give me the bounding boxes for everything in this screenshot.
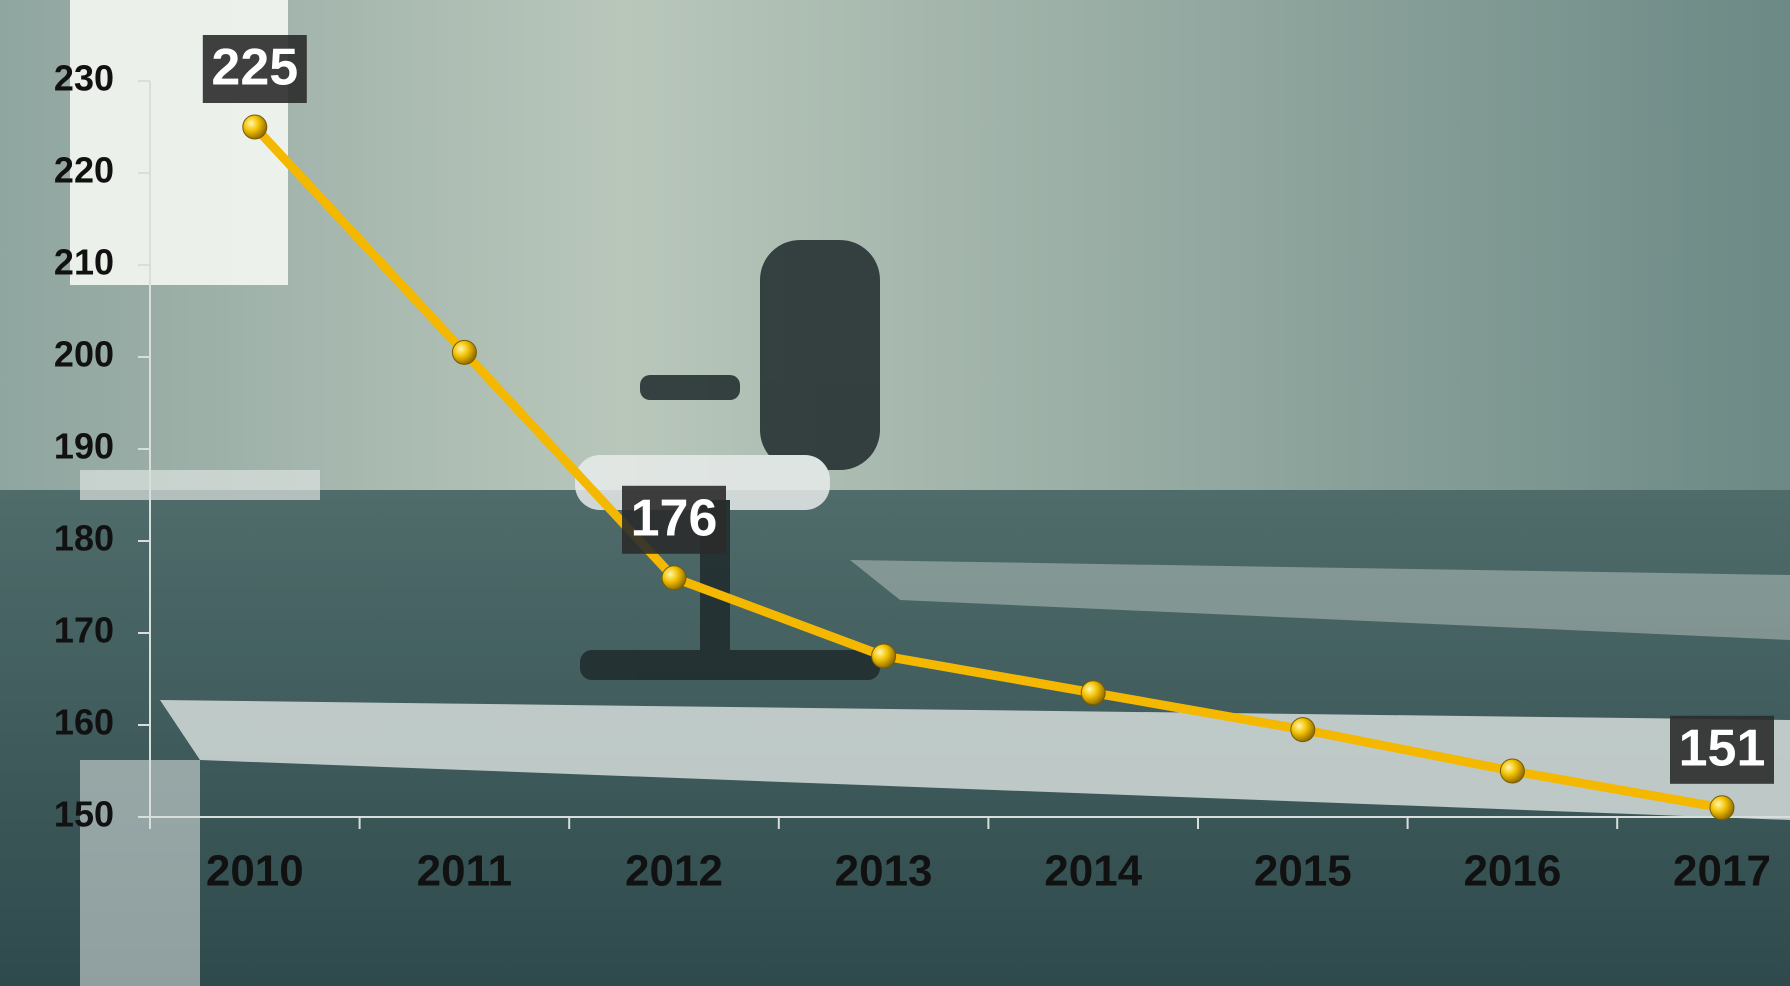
y-tick-label: 150 xyxy=(54,794,114,835)
y-tick-label: 210 xyxy=(54,242,114,283)
data-label-box xyxy=(622,485,726,554)
data-point xyxy=(871,643,897,669)
x-tick-label: 2014 xyxy=(1044,847,1142,896)
x-tick-label: 2010 xyxy=(206,847,304,896)
y-tick-label: 190 xyxy=(54,426,114,467)
x-tick-label: 2012 xyxy=(625,847,723,896)
data-point xyxy=(451,339,477,365)
y-tick-label: 180 xyxy=(54,518,114,559)
data-label-box xyxy=(1670,715,1774,784)
data-label: 225 xyxy=(211,39,298,97)
data-point xyxy=(242,114,268,140)
y-tick-label: 200 xyxy=(54,334,114,375)
data-point xyxy=(1080,680,1106,706)
x-tick-label: 2016 xyxy=(1463,847,1561,896)
plot-area: 150 160 170 180 190 200 210 220 230 2010 2011 2012 2… xyxy=(54,35,1790,896)
data-label: 151 xyxy=(1679,720,1766,778)
x-tick-label: 2011 xyxy=(417,847,512,896)
y-tick-label: 230 xyxy=(54,58,114,99)
x-tick-label: 2013 xyxy=(835,847,933,896)
data-point xyxy=(1499,758,1525,784)
data-point xyxy=(661,565,687,591)
data-point xyxy=(1290,717,1316,743)
y-tick-label: 170 xyxy=(54,610,114,651)
y-tick-label: 160 xyxy=(54,702,114,743)
data-line xyxy=(251,123,1723,813)
x-tick-label: 2017 xyxy=(1673,847,1771,896)
data-label: 176 xyxy=(631,490,718,548)
y-tick-label: 220 xyxy=(54,150,114,191)
x-tick-label: 2015 xyxy=(1254,847,1352,896)
data-point xyxy=(1709,795,1735,821)
data-label-box xyxy=(202,35,307,103)
